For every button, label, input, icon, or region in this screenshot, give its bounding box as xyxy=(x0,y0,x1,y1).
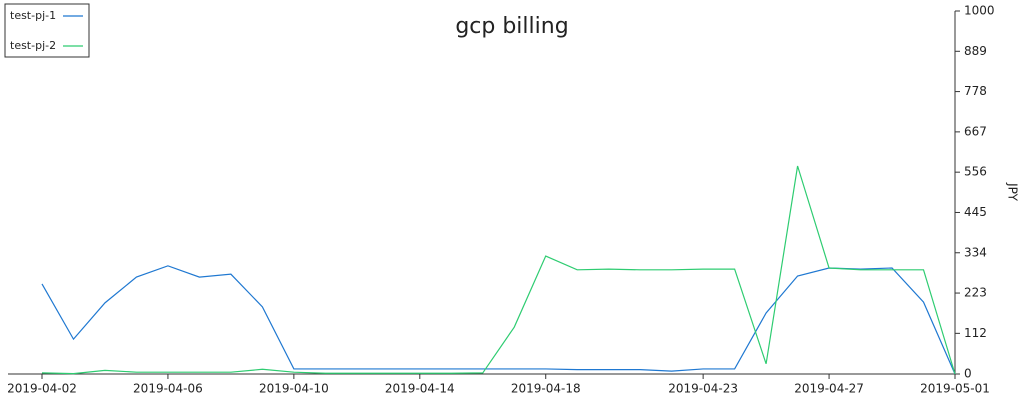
y-tick-label: 0 xyxy=(964,367,972,381)
x-tick-label: 2019-04-06 xyxy=(133,382,203,396)
y-tick-label: 223 xyxy=(964,286,987,300)
x-tick-label: 2019-04-27 xyxy=(794,382,864,396)
y-tick-label: 778 xyxy=(964,84,987,98)
y-tick-label: 445 xyxy=(964,205,987,219)
y-tick-label: 667 xyxy=(964,124,987,138)
legend-box xyxy=(4,3,90,58)
y-tick-label: 112 xyxy=(964,326,987,340)
x-tick-label: 2019-04-18 xyxy=(511,382,581,396)
x-tick-label: 2019-04-14 xyxy=(385,382,455,396)
legend-text: test-pj-1 xyxy=(10,9,56,22)
line-series xyxy=(41,265,956,375)
legend-text: test-pj-2 xyxy=(10,39,56,52)
y-tick-label: 556 xyxy=(964,165,987,179)
y-axis-label: JPY xyxy=(1006,182,1020,202)
y-tick-label: 334 xyxy=(964,245,987,259)
y-tick-label: 1000 xyxy=(964,4,995,18)
line-series xyxy=(41,165,956,375)
chart-title: gcp billing xyxy=(455,14,568,39)
x-tick-label: 2019-04-23 xyxy=(668,382,738,396)
x-tick-label: 2019-04-10 xyxy=(259,382,329,396)
x-tick-label: 2019-05-01 xyxy=(920,382,990,396)
x-tick-label: 2019-04-02 xyxy=(7,382,77,396)
y-tick-label: 889 xyxy=(964,44,987,58)
